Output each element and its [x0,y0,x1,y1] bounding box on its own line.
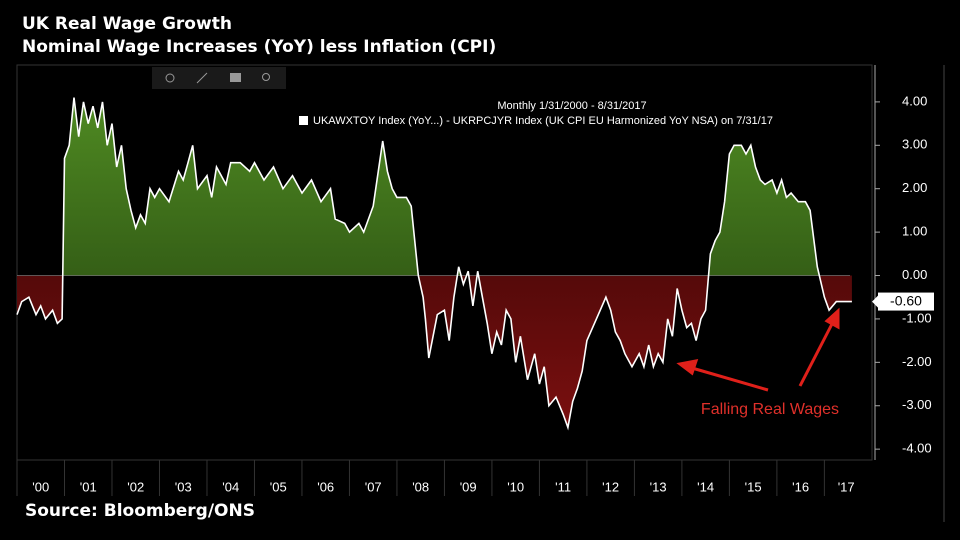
x-tick-label: '03 [175,479,192,494]
legend-period: Monthly 1/31/2000 - 8/31/2017 [497,100,646,112]
x-tick-label: '02 [127,479,144,494]
chart-title: UK Real Wage Growth [22,14,232,34]
arrow-head [676,359,699,376]
x-tick-label: '06 [317,479,334,494]
current-value-label: -0.60 [890,292,922,308]
x-tick-label: '07 [365,479,382,494]
source: Source: Bloomberg/ONS [25,501,255,521]
toolbar-icon[interactable] [165,73,175,83]
toolbar-icon[interactable] [196,72,208,84]
y-tick-label: -3.00 [902,397,932,412]
x-tick-label: '09 [460,479,477,494]
toolbar [152,67,286,89]
x-tick-label: '08 [412,479,429,494]
toolbar-icon[interactable] [262,73,270,81]
series-line [16,97,852,431]
y-tick-label: 0.00 [902,267,927,282]
y-tick-label: 4.00 [902,93,927,108]
y-tick-label: 1.00 [902,224,927,239]
y-tick-label: -4.00 [902,441,932,456]
x-tick-label: '04 [222,479,239,494]
x-tick-label: '14 [697,479,714,494]
x-tick-label: '01 [80,479,97,494]
arrow-head [824,307,840,330]
y-tick-label: -2.00 [902,354,932,369]
x-tick-label: '17 [838,479,855,494]
current-value-box [878,292,934,311]
arrow [798,321,835,387]
toolbar-icon[interactable] [230,73,241,82]
x-tick-label: '10 [507,479,524,494]
legend-entry: UKAWXTOY Index (YoY...) - UKRPCJYR Index… [313,115,773,127]
annotation: Falling Real Wages [701,401,839,418]
current-value-pointer [872,295,878,308]
x-tick-label: '12 [602,479,619,494]
x-tick-label: '11 [555,479,571,494]
chart-subtitle: Nominal Wage Increases (YoY) less Inflat… [22,37,496,57]
x-tick-label: '15 [745,479,762,494]
x-tick-label: '16 [792,479,809,494]
y-tick-label: 2.00 [902,180,927,195]
x-tick-label: '13 [650,479,667,494]
x-tick-label: '00 [32,479,49,494]
arrow [691,366,769,392]
toolbar-bg [152,67,286,89]
annotation-arrows [676,307,840,392]
negative-area [17,275,852,428]
x-tick-label: '05 [270,479,287,494]
legend-swatch [299,116,308,125]
legend-bg [292,96,852,129]
positive-area [62,97,820,276]
y-tick-label: -1.00 [902,310,932,325]
y-tick-label: 3.00 [902,137,927,152]
